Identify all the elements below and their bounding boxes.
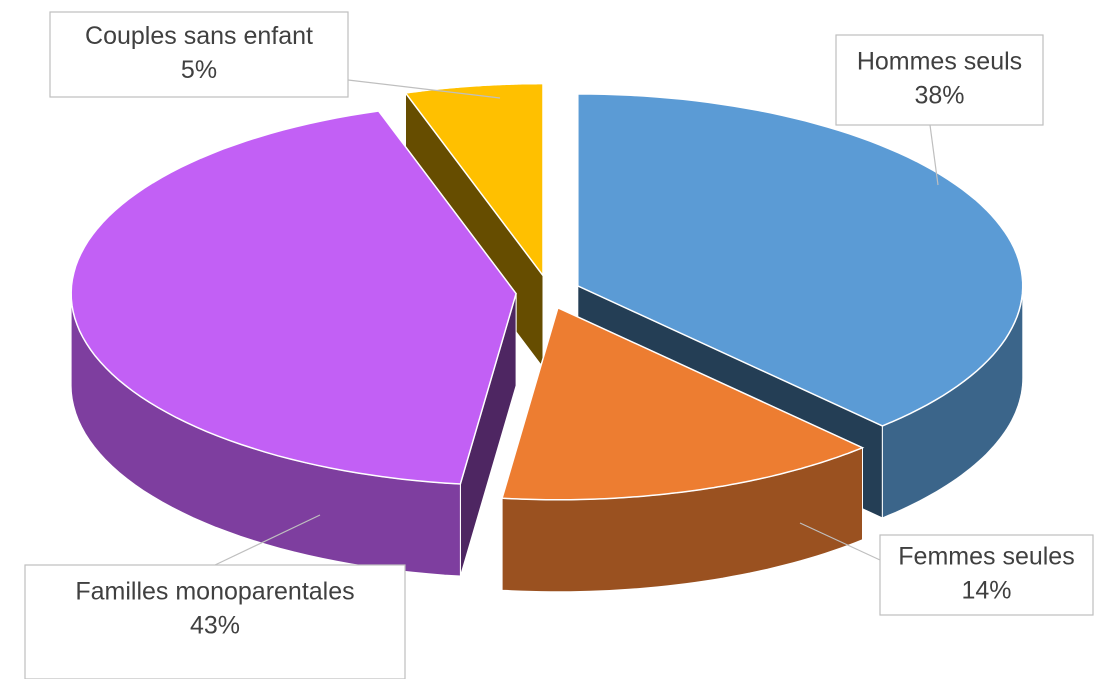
label-box (879, 534, 1094, 616)
category-label: Couples sans enfant (85, 22, 313, 50)
label-box (49, 11, 349, 98)
slice (577, 93, 1024, 427)
callouts: Hommes seuls 38% Femmes seules 14% Familles … (24, 11, 1094, 679)
leader-line (347, 79, 501, 99)
leader-line (929, 124, 939, 186)
slice-tops (70, 82, 1024, 501)
value-label: 43% (190, 612, 240, 640)
category-label: Hommes seuls (857, 48, 1022, 76)
slice (70, 110, 517, 485)
slice (501, 306, 865, 501)
value-label: 38% (914, 82, 964, 110)
leader-line (214, 514, 321, 566)
value-label: 14% (961, 577, 1011, 605)
category-label: Familles monoparentales (75, 578, 354, 606)
value-label: 5% (181, 56, 217, 84)
label-box (24, 564, 406, 679)
leader-line (799, 522, 881, 561)
category-label: Femmes seules (898, 543, 1074, 571)
slice (404, 82, 544, 278)
label-box (835, 34, 1044, 126)
